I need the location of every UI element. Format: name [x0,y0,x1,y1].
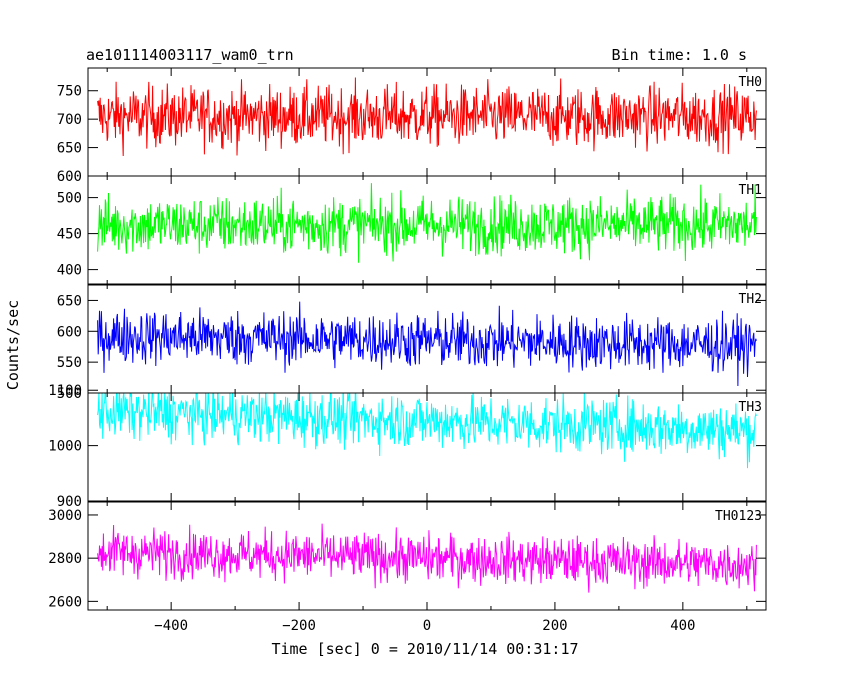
y-tick-label: 650 [57,293,82,309]
x-tick-label: 400 [670,618,695,634]
panels-group: 600 650 700 750 TH0 400 450 500 TH1 500 550 600 650 T… [48,67,767,634]
y-tick-label: 2800 [48,551,82,567]
y-tick-label: 1100 [48,383,82,399]
x-axis-label: Time [sec] 0 = 2010/11/14 00:31:17 [271,640,578,658]
x-tick-label: 0 [423,618,431,634]
series-line-th3 [97,393,757,469]
panel-label: TH0123 [715,509,762,524]
series-line-th0 [97,77,757,157]
series-line-th0123 [97,523,757,593]
y-axis-label: Counts/sec [4,300,22,390]
y-tick-label: 700 [57,112,82,128]
y-tick-label: 750 [57,84,82,100]
y-tick-label: 550 [57,355,82,371]
y-tick-label: 600 [57,169,82,185]
y-tick-label: 3000 [48,508,82,524]
x-tick-label: −200 [282,618,316,634]
panel-th2: 500 550 600 650 TH2 [57,284,767,402]
panel-label: TH2 [739,292,762,307]
y-tick-label: 1000 [48,439,82,455]
y-tick-label: 400 [57,263,82,279]
y-tick-label: 450 [57,227,82,243]
panel-th1: 400 450 500 TH1 [57,175,767,285]
panel-th0: 600 650 700 750 TH0 [57,67,767,185]
series-line-th2 [97,301,757,387]
y-tick-label: 500 [57,386,82,402]
bin-time-label: Bin time: 1.0 s [612,46,747,64]
panel-label: TH3 [739,400,762,415]
panel-th0123: 2600 2800 3000 TH0123 [48,501,767,611]
panel-label: TH1 [739,183,762,198]
panel-th3: 900 1000 1100 TH3 [48,383,767,510]
y-tick-label: 500 [57,191,82,207]
y-tick-label: 600 [57,324,82,340]
chart-title: ae101114003117_wam0_trn [86,46,294,64]
y-tick-label: 2600 [48,594,82,610]
x-tick-label: −400 [154,618,188,634]
series-line-th1 [97,183,757,263]
y-tick-label: 900 [57,494,82,510]
x-tick-label: 200 [542,618,567,634]
y-tick-label: 650 [57,141,82,157]
panel-label: TH0 [739,75,762,90]
